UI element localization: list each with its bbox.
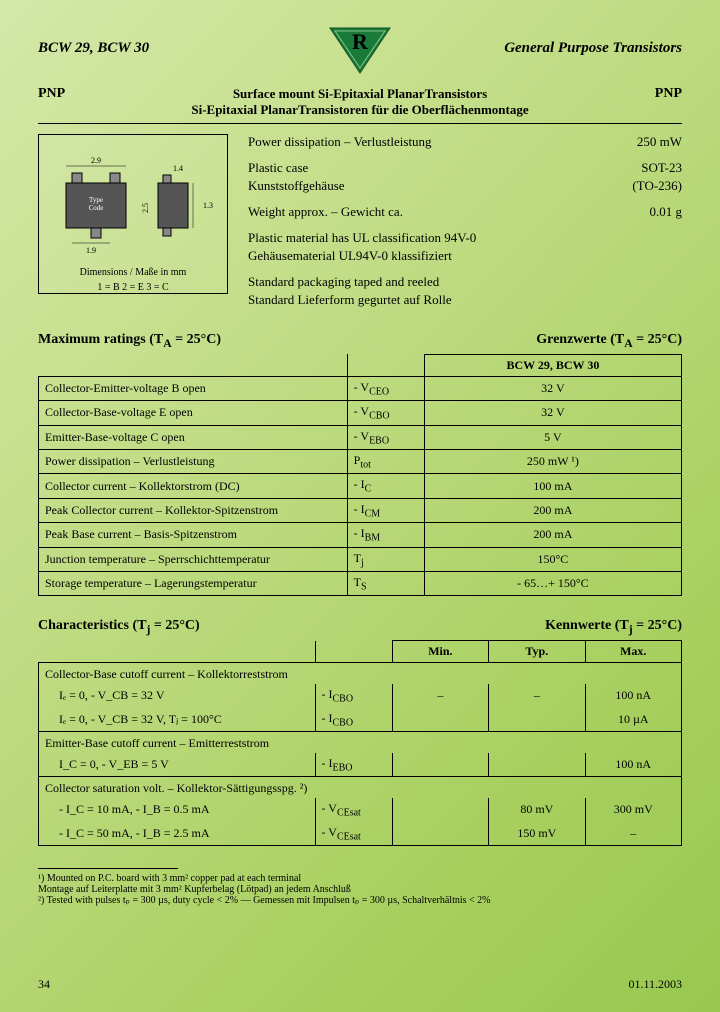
param-value: 250 mW ¹) — [424, 449, 681, 473]
param-symbol: - VCBO — [347, 401, 424, 425]
logo: R — [325, 23, 395, 83]
table-row: Junction temperature – Sperrschichttempe… — [39, 547, 682, 571]
param-symbol: TS — [347, 571, 424, 595]
param-name: Collector current – Kollektorstrom (DC) — [39, 474, 348, 498]
param-value: 32 V — [424, 376, 681, 400]
col-max: Max. — [585, 641, 681, 663]
ratings-part-header: BCW 29, BCW 30 — [424, 354, 681, 376]
param-symbol: Ptot — [347, 449, 424, 473]
char-group-title: Collector saturation volt. – Kollektor-S… — [39, 777, 682, 799]
info-value: (TO-236) — [632, 178, 682, 194]
param-value: - 65…+ 150°C — [424, 571, 681, 595]
info-line: Standard packaging taped and reeled — [248, 274, 682, 290]
sot23-drawing: Type Code 2.9 1.9 2.5 1.3 1.4 — [48, 148, 218, 258]
logo-letter: R — [352, 29, 369, 54]
page-date: 01.11.2003 — [628, 977, 682, 992]
page-footer: 34 01.11.2003 — [38, 977, 682, 992]
param-name: Storage temperature – Lagerungstemperatu… — [39, 571, 348, 595]
header: BCW 29, BCW 30 R General Purpose Transis… — [38, 28, 682, 68]
param-symbol: - IC — [347, 474, 424, 498]
info-text: Power dissipation – Verlustleistung 250 m… — [248, 134, 682, 310]
chars-header: Characteristics (Tj = 25°C) Kennwerte (T… — [38, 618, 682, 636]
footnote-1a: ¹) Mounted on P.C. board with 3 mm² copp… — [38, 873, 682, 884]
param-symbol: - ICM — [347, 498, 424, 522]
param-value: 32 V — [424, 401, 681, 425]
char-group-title: Collector-Base cutoff current – Kollekto… — [39, 663, 682, 685]
info-line: Gehäusematerial UL94V-0 klassifiziert — [248, 248, 682, 264]
col-min: Min. — [392, 641, 488, 663]
footnotes: ¹) Mounted on P.C. board with 3 mm² copp… — [38, 868, 682, 906]
header-part-number: BCW 29, BCW 30 — [38, 40, 149, 57]
info-label: Kunststoffgehäuse — [248, 178, 345, 194]
table-row: Collector current – Kollektorstrom (DC)-… — [39, 474, 682, 498]
svg-text:1.3: 1.3 — [203, 201, 213, 210]
param-value: 200 mA — [424, 523, 681, 547]
svg-text:2.9: 2.9 — [91, 156, 101, 165]
page-number: 34 — [38, 977, 50, 992]
table-row: Peak Base current – Basis-Spitzenstrom- … — [39, 523, 682, 547]
diagram-caption-2: 1 = B 2 = E 3 = C — [47, 282, 219, 293]
param-symbol: Tj — [347, 547, 424, 571]
param-name: Collector-Base-voltage E open — [39, 401, 348, 425]
divider — [38, 123, 682, 124]
ratings-table: BCW 29, BCW 30 Collector-Emitter-voltage… — [38, 354, 682, 597]
info-label: Power dissipation – Verlustleistung — [248, 134, 432, 150]
param-symbol: - VCEO — [347, 376, 424, 400]
info-label: Plastic case — [248, 160, 308, 176]
footnote-1b: Montage auf Leiterplatte mit 3 mm² Kupfe… — [38, 884, 682, 895]
param-name: Power dissipation – Verlustleistung — [39, 449, 348, 473]
header-category: General Purpose Transistors — [504, 40, 682, 57]
param-name: Junction temperature – Sperrschichttempe… — [39, 547, 348, 571]
info-line: Plastic material has UL classification 9… — [248, 230, 682, 246]
info-line: Standard Lieferform gegurtet auf Rolle — [248, 292, 682, 308]
info-value: 0.01 g — [650, 204, 683, 220]
polarity-right: PNP — [655, 86, 682, 102]
param-symbol: - IBM — [347, 523, 424, 547]
param-value: 5 V — [424, 425, 681, 449]
param-name: Peak Base current – Basis-Spitzenstrom — [39, 523, 348, 547]
subtitle-section: PNP PNP Surface mount Si-Epitaxial Plana… — [38, 86, 682, 118]
diagram-caption-1: Dimensions / Maße in mm — [47, 267, 219, 278]
table-row: Collector-Emitter-voltage B open- VCEO32… — [39, 376, 682, 400]
subtitle-en: Surface mount Si-Epitaxial PlanarTransis… — [38, 86, 682, 102]
param-name: Collector-Emitter-voltage B open — [39, 376, 348, 400]
param-value: 150°C — [424, 547, 681, 571]
svg-text:1.9: 1.9 — [86, 246, 96, 255]
param-value: 100 mA — [424, 474, 681, 498]
package-diagram: Type Code 2.9 1.9 2.5 1.3 1.4 Dimensions… — [38, 134, 228, 294]
footnote-2: ²) Tested with pulses tₚ = 300 µs, duty … — [38, 895, 682, 906]
svg-text:Code: Code — [89, 204, 104, 212]
footnote-divider — [38, 868, 178, 869]
param-value: 200 mA — [424, 498, 681, 522]
subtitle-de: Si-Epitaxial PlanarTransistoren für die … — [38, 102, 682, 118]
param-symbol: - VEBO — [347, 425, 424, 449]
table-row: Peak Collector current – Kollektor-Spitz… — [39, 498, 682, 522]
ratings-header: Maximum ratings (TA = 25°C) Grenzwerte (… — [38, 332, 682, 350]
characteristics-table: Min. Typ. Max. Collector-Base cutoff cur… — [38, 640, 682, 846]
table-row: Collector-Base-voltage E open- VCBO32 V — [39, 401, 682, 425]
param-name: Peak Collector current – Kollektor-Spitz… — [39, 498, 348, 522]
svg-text:2.5: 2.5 — [141, 203, 150, 213]
table-row: Power dissipation – VerlustleistungPtot2… — [39, 449, 682, 473]
col-typ: Typ. — [489, 641, 585, 663]
polarity-left: PNP — [38, 86, 65, 102]
svg-text:Type: Type — [89, 196, 103, 204]
table-row: Storage temperature – Lagerungstemperatu… — [39, 571, 682, 595]
info-section: Type Code 2.9 1.9 2.5 1.3 1.4 Dimensions… — [38, 134, 682, 310]
char-group-title: Emitter-Base cutoff current – Emitterres… — [39, 731, 682, 753]
info-label: Weight approx. – Gewicht ca. — [248, 204, 403, 220]
param-name: Emitter-Base-voltage C open — [39, 425, 348, 449]
info-value: SOT-23 — [641, 160, 682, 176]
svg-text:1.4: 1.4 — [173, 164, 183, 173]
info-value: 250 mW — [637, 134, 682, 150]
table-row: Emitter-Base-voltage C open- VEBO5 V — [39, 425, 682, 449]
datasheet-page: BCW 29, BCW 30 R General Purpose Transis… — [0, 0, 720, 1012]
